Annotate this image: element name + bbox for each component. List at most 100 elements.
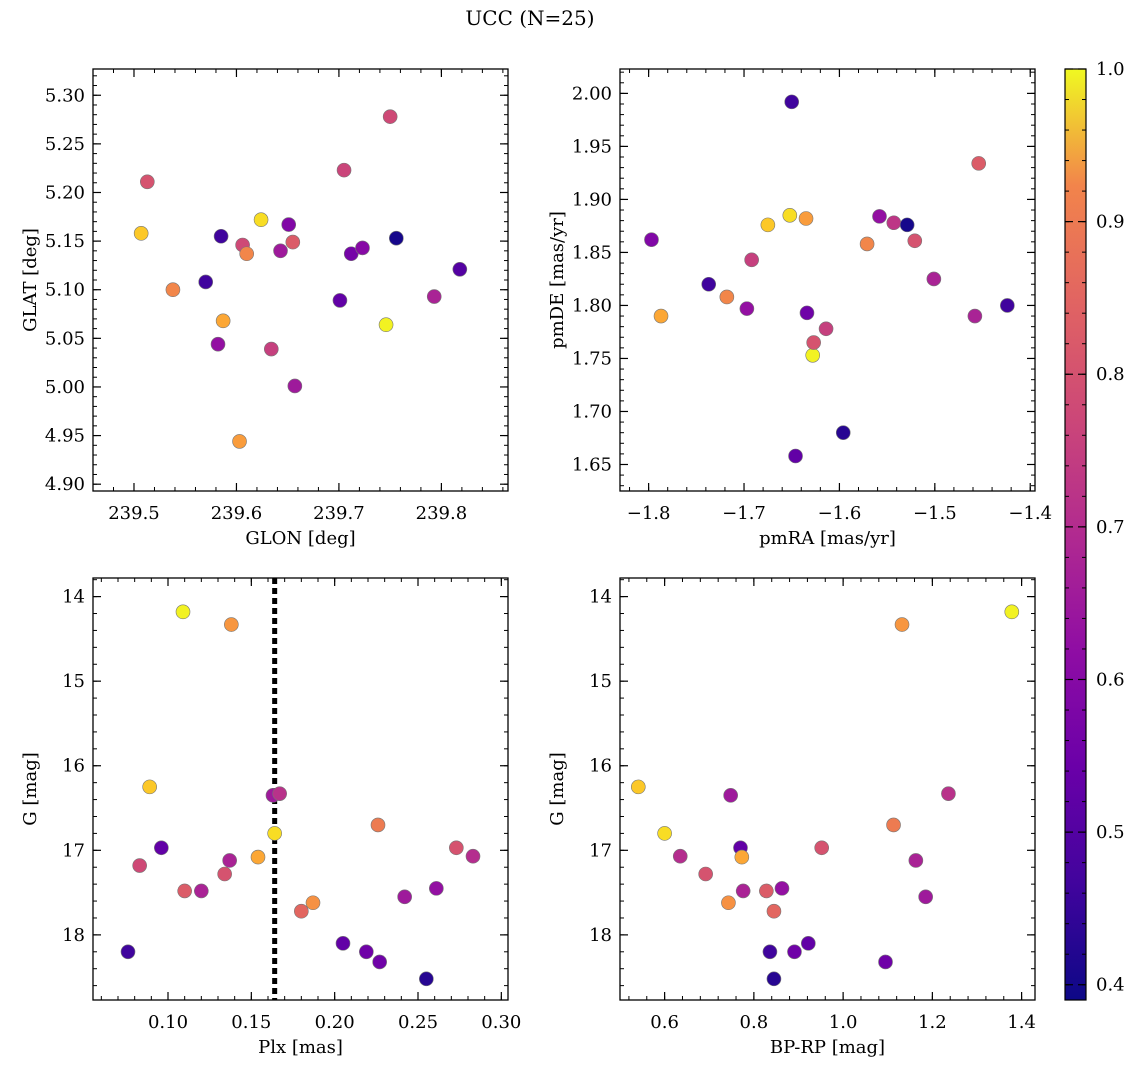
scatter-point [805, 347, 821, 363]
scatter-point [672, 848, 688, 864]
y-tick-label: 1.85 [572, 242, 612, 263]
scatter-point [719, 289, 735, 305]
panel-pmra-pmde: −1.8 −1.7 −1.6 −1.5 −1.4 1.65 1.70 1.75 1.80 1.85… [547, 68, 1052, 549]
y-tick-label: 15 [589, 671, 612, 692]
x-tick-label: 0.15 [231, 1012, 271, 1033]
scatter-point [766, 903, 782, 919]
axes-frame [619, 68, 1036, 492]
x-axis-label: GLON [deg] [245, 528, 355, 549]
colorbar-tick-label: 0.8 [1096, 364, 1125, 385]
colorbar-gradient [1064, 68, 1087, 1001]
x-tick-label: −1.7 [722, 503, 766, 524]
scatter-point [744, 252, 759, 268]
x-tick-label: 239.5 [108, 503, 160, 524]
y-tick-label: 1.75 [572, 348, 612, 369]
scatter-point [723, 788, 738, 803]
x-tick-label: 0.8 [740, 1012, 769, 1033]
scatter-point [263, 341, 279, 357]
scatter-point [818, 321, 834, 337]
scatter-points [644, 94, 1015, 464]
y-tick-label: 14 [589, 587, 612, 608]
scatter-points [120, 604, 481, 987]
scatter-point [210, 336, 226, 352]
scatter-point [787, 944, 802, 960]
scatter-point [335, 936, 351, 951]
scatter-point [281, 217, 297, 232]
axes-frame [92, 577, 509, 1001]
scatter-point [133, 226, 149, 241]
scatter-point [285, 234, 301, 250]
scatter-point [175, 604, 191, 620]
x-tick-label: 0.20 [315, 1012, 355, 1033]
scatter-point [449, 840, 464, 856]
axes-frame [92, 68, 509, 492]
scatter-point [253, 212, 269, 228]
scatter-point [194, 883, 209, 899]
scatter-point [784, 94, 800, 110]
scatter-point [835, 425, 851, 440]
panel-glon-glat: 239.5 239.6 239.7 239.8 4.90 4.95 5.00 5.05 5.10… [20, 68, 509, 549]
scatter-point [142, 779, 157, 795]
scatter-point [644, 232, 659, 248]
scatter-point [799, 305, 815, 321]
axes-frame [619, 577, 1036, 1001]
scatter-point [140, 174, 155, 190]
y-tick-label: 5.00 [45, 377, 85, 398]
scatter-point [971, 156, 987, 171]
x-axis-label: Plx [mas] [258, 1037, 343, 1058]
colorbar-tick-label: 0.6 [1096, 669, 1125, 690]
scatter-point [886, 215, 902, 231]
scatter-point [397, 889, 412, 905]
y-axis-label: GLAT [deg] [20, 228, 41, 332]
scatter-point [798, 211, 814, 226]
x-tick-label: 0.6 [650, 1012, 679, 1033]
y-tick-label: 17 [589, 840, 612, 861]
scatter-point [967, 308, 983, 324]
scatter-point [165, 282, 181, 298]
scatter-point [272, 786, 287, 801]
scatter-point [872, 209, 887, 224]
scatter-point [941, 786, 956, 801]
scatter-point [305, 895, 321, 911]
scatter-point [355, 240, 370, 256]
colorbar-tick-label: 0.9 [1096, 212, 1125, 233]
scatter-point [734, 849, 750, 865]
scatter-point [198, 274, 214, 290]
scatter-point [372, 954, 387, 970]
x-tick-label: −1.5 [913, 503, 957, 524]
scatter-point [378, 317, 394, 333]
x-axis-label: BP-RP [mag] [770, 1037, 885, 1058]
panel-plx-g: 0.10 0.15 0.20 0.25 0.30 14 15 16 17 18 Plx [mas] G… [20, 577, 521, 1058]
x-tick-label: −1.6 [818, 503, 862, 524]
x-tick-label: 0.30 [481, 1012, 521, 1033]
scatter-point [766, 971, 782, 987]
colorbar-tick-label: 0.5 [1096, 822, 1125, 843]
y-tick-label: 1.90 [572, 189, 612, 210]
scatter-point [132, 858, 147, 873]
scatter-point [213, 228, 229, 244]
y-tick-label: 4.90 [45, 474, 85, 495]
scatter-point [389, 230, 404, 246]
y-tick-label: 2.00 [572, 83, 612, 104]
scatter-point [762, 944, 778, 960]
colorbar-tick-label: 0.7 [1096, 517, 1125, 538]
x-tick-label: 1.2 [918, 1012, 947, 1033]
scatter-point [232, 434, 247, 449]
y-tick-label: 5.20 [45, 182, 85, 203]
x-tick-label: 0.10 [148, 1012, 188, 1033]
scatter-point [239, 246, 255, 262]
y-tick-label: 4.95 [45, 426, 85, 447]
y-tick-label: 1.95 [572, 136, 612, 157]
scatter-point [1004, 604, 1020, 620]
scatter-point [801, 936, 816, 951]
scatter-point [806, 335, 821, 350]
scatter-point [426, 289, 442, 304]
scatter-point [177, 883, 192, 899]
scatter-point [721, 895, 736, 911]
scatter-point [859, 236, 875, 252]
scatter-point [907, 233, 923, 249]
scatter-point [370, 817, 386, 833]
y-tick-label: 14 [62, 587, 85, 608]
colorbar-tick-label: 1.0 [1096, 59, 1125, 80]
scatter-point [452, 262, 468, 277]
